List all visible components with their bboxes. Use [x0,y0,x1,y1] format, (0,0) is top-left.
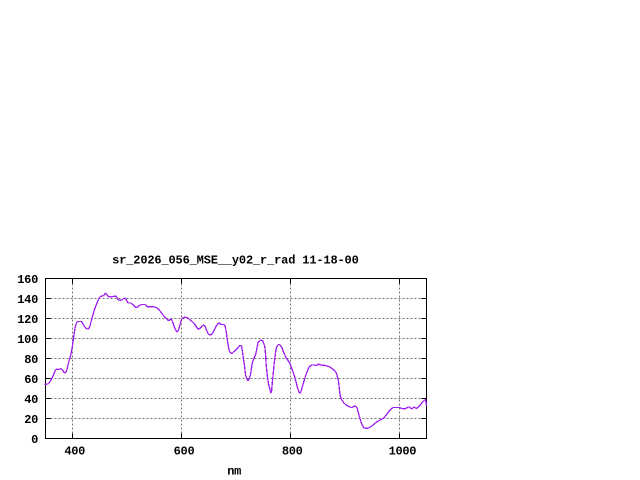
svg-text:60: 60 [24,373,38,387]
svg-text:800: 800 [282,445,303,459]
svg-text:400: 400 [64,445,85,459]
svg-text:20: 20 [24,413,38,427]
svg-text:120: 120 [17,313,38,327]
svg-text:1000: 1000 [389,445,417,459]
svg-text:nm: nm [227,465,241,479]
svg-text:40: 40 [24,393,38,407]
svg-text:0: 0 [31,433,38,447]
svg-text:sr_2026_056_MSE__y02_r_rad 11-: sr_2026_056_MSE__y02_r_rad 11-18-00 [112,254,358,268]
svg-text:80: 80 [24,353,38,367]
svg-text:100: 100 [17,333,38,347]
svg-text:600: 600 [174,445,195,459]
svg-text:160: 160 [17,273,38,287]
svg-text:140: 140 [17,293,38,307]
